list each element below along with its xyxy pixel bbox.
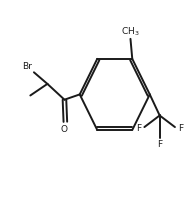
Text: F: F [178, 124, 183, 133]
Text: F: F [137, 124, 142, 133]
Text: CH$_3$: CH$_3$ [121, 25, 140, 38]
Text: Br: Br [23, 62, 33, 71]
Text: F: F [157, 140, 162, 149]
Text: O: O [61, 125, 68, 134]
